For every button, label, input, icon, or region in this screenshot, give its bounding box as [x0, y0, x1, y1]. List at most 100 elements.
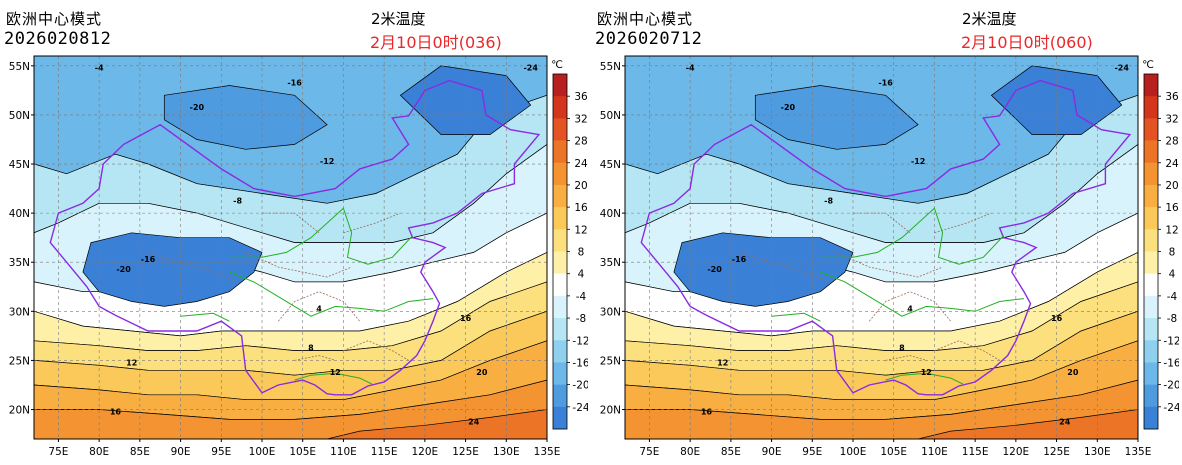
contour-label: -24 — [1114, 64, 1129, 73]
map-border — [33, 55, 548, 440]
contour-label: 16 — [701, 407, 713, 416]
national-boundary — [49, 79, 541, 396]
colorbar-swatch — [553, 184, 567, 208]
colorbar-swatch — [1144, 362, 1158, 385]
lon-tick-label: 120E — [1003, 446, 1030, 458]
map-content: -24 -20 -16 -12 -8 -16 -20 -4 4 8 12 16 20 24 12 16 — [625, 56, 1138, 439]
colorbar-label: 36 — [1165, 91, 1179, 103]
colorbar-swatch — [553, 140, 567, 164]
contour-label: 20 — [1067, 368, 1079, 377]
province-boundary — [343, 340, 409, 361]
lat-tick-label: 50N — [9, 110, 30, 122]
lon-tick-label: 130E — [1084, 446, 1111, 458]
colorbar-label: -8 — [1167, 313, 1177, 325]
lat-tick-label: 20N — [600, 405, 621, 417]
contour-label: 24 — [1059, 417, 1071, 426]
colorbar-swatch — [1144, 318, 1158, 341]
lon-tick-label: 110E — [330, 446, 357, 458]
map-border — [624, 55, 1139, 440]
lat-tick-label: 25N — [600, 355, 621, 367]
contour-label: -16 — [878, 78, 893, 87]
colorbar-label: 8 — [578, 247, 585, 259]
colorbar-label: 28 — [574, 136, 587, 148]
province-boundary — [147, 252, 238, 283]
contour-label: 12 — [921, 368, 932, 377]
colorbar-label: -12 — [1163, 335, 1179, 347]
contour-label: 8 — [308, 344, 314, 353]
lat-tick-label: 20N — [9, 405, 30, 417]
lat-tick-label: 40N — [600, 208, 621, 220]
colorbar-swatch — [553, 384, 567, 408]
colorbar-swatch — [1144, 207, 1158, 230]
lat-tick-label: 35N — [600, 257, 621, 269]
contour-label: 8 — [899, 344, 905, 353]
colorbar-label: -4 — [1167, 291, 1178, 303]
forecast-panel-left: 欧洲中心模式 2026020812 2米温度 2月10日0时(036) -24-… — [0, 0, 588, 465]
contour-label: -4 — [95, 64, 104, 73]
colorbar-swatch — [1144, 384, 1158, 408]
colorbar-swatch — [1144, 340, 1158, 363]
contour-label: 12 — [717, 358, 728, 367]
variable-name: 2米温度 — [962, 10, 1017, 28]
colorbar-swatch — [1144, 118, 1158, 141]
contour-label: -20 — [190, 103, 205, 112]
colorbar-label: 4 — [578, 269, 585, 281]
colorbar-swatch — [553, 74, 567, 97]
lon-tick-label: 85E — [721, 446, 741, 458]
model-name: 欧洲中心模式 — [597, 10, 694, 28]
model-name: 欧洲中心模式 — [6, 10, 103, 28]
contour-label: 16 — [1051, 314, 1063, 323]
colorbar-swatch — [553, 118, 567, 141]
lat-tick-label: 40N — [9, 208, 30, 220]
colorbar-swatch — [553, 207, 567, 230]
lat-tick-label: 50N — [600, 110, 621, 122]
valid-time: 2月10日0时(036) — [370, 33, 502, 52]
contour-label: 16 — [460, 314, 472, 323]
colorbar-swatch — [553, 273, 567, 297]
river-line — [180, 312, 230, 322]
contour-label: -12 — [911, 157, 925, 166]
colorbar-label: -24 — [572, 402, 588, 414]
colorbar-swatch — [553, 362, 567, 385]
lat-tick-label: 55N — [9, 61, 30, 73]
lon-tick-label: 80E — [89, 446, 109, 458]
lon-tick-label: 120E — [412, 446, 439, 458]
colorbar-label: 32 — [1165, 113, 1178, 125]
colorbar-swatch — [553, 295, 567, 319]
colorbar-label: 24 — [574, 158, 588, 170]
temperature-map: -24 -20 -16 -12 -8 -16 -20 -4 4 8 12 16 20 24 12 16 55N 5… — [600, 55, 1179, 458]
colorbar-label: -8 — [576, 313, 586, 325]
contour-label: -12 — [320, 157, 334, 166]
cold-mongolia — [754, 85, 919, 150]
colorbar-swatch — [553, 96, 567, 119]
colorbar-swatch — [1144, 251, 1158, 274]
colorbar-label: 12 — [1165, 224, 1178, 236]
colorbar-label: -20 — [572, 380, 588, 392]
contour-label: 4 — [316, 304, 322, 313]
lon-tick-label: 95E — [211, 446, 231, 458]
band-plus24 — [327, 409, 547, 439]
river-line — [885, 372, 964, 385]
colorbar-unit: ℃ — [1142, 59, 1154, 71]
contour-label: 16 — [110, 407, 122, 416]
province-boundary — [294, 355, 336, 361]
colorbar-label: 16 — [1165, 202, 1179, 214]
colorbar-label: -4 — [576, 291, 587, 303]
contour-label: -8 — [824, 196, 833, 205]
colorbar-swatch — [1144, 406, 1158, 430]
lat-tick-label: 30N — [600, 306, 621, 318]
lon-tick-label: 105E — [289, 446, 316, 458]
lat-tick-label: 45N — [9, 159, 30, 171]
colorbar-swatch — [1144, 229, 1158, 252]
province-boundary — [836, 252, 943, 278]
colorbar-swatch — [553, 229, 567, 252]
lon-tick-label: 95E — [802, 446, 822, 458]
contour-label: -8 — [233, 196, 242, 205]
temperature-map: -24 -20 -16 -12 -8 -16 -20 -4 4 8 12 16 20 24 12 16 55N 5… — [9, 55, 588, 458]
colorbar-label: -20 — [1163, 380, 1179, 392]
river-line — [229, 207, 413, 265]
lon-tick-label: 130E — [493, 446, 520, 458]
colorbar-label: 16 — [574, 202, 588, 214]
band-plus24 — [918, 409, 1138, 439]
province-boundary — [934, 340, 1000, 361]
